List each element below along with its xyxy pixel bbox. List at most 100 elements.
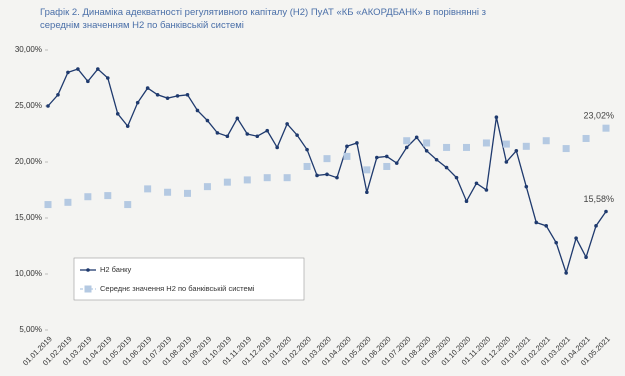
- legend-box: [73, 257, 305, 301]
- point: [44, 201, 52, 209]
- point: [542, 137, 550, 145]
- legend-label: Н2 банку: [100, 265, 131, 274]
- point: [423, 139, 431, 147]
- point: [105, 76, 110, 80]
- point: [375, 155, 379, 160]
- point: [474, 181, 479, 186]
- point: [165, 96, 170, 100]
- point: [265, 128, 270, 133]
- point: [56, 93, 60, 97]
- point: [394, 161, 399, 165]
- point: [363, 166, 371, 174]
- point: [175, 94, 180, 98]
- y-tick-label: 30,00%: [15, 45, 42, 54]
- point: [443, 143, 451, 151]
- point: [444, 165, 449, 170]
- point: [582, 134, 590, 142]
- point: [494, 115, 499, 119]
- point: [145, 86, 150, 90]
- point: [135, 100, 140, 105]
- point: [522, 142, 530, 150]
- point: [482, 139, 490, 147]
- point: [463, 143, 470, 151]
- legend-swatch: [84, 285, 92, 293]
- y-tick-label: 25,00%: [15, 101, 42, 110]
- point: [323, 155, 331, 163]
- point: [383, 162, 391, 170]
- point: [544, 224, 549, 228]
- point: [115, 112, 120, 116]
- point: [554, 240, 558, 245]
- point: [534, 220, 539, 225]
- point: [594, 224, 598, 228]
- point: [86, 79, 90, 84]
- point: [263, 174, 271, 182]
- point: [76, 67, 80, 71]
- point: [285, 122, 289, 126]
- point: [195, 108, 200, 113]
- point: [203, 183, 211, 191]
- point: [315, 173, 319, 178]
- point: [225, 134, 230, 139]
- point: [305, 147, 309, 152]
- point: [602, 124, 610, 132]
- point: [464, 199, 469, 203]
- point: [185, 93, 190, 97]
- point: [84, 193, 92, 201]
- point: [283, 174, 291, 182]
- point: [365, 190, 369, 195]
- y-tick-label: 5,00%: [19, 325, 42, 334]
- point: [125, 124, 130, 128]
- point: [504, 160, 509, 164]
- point: [434, 157, 439, 162]
- point: [144, 185, 152, 193]
- point: [343, 152, 351, 160]
- point: [484, 188, 489, 192]
- point: [155, 93, 160, 97]
- point: [604, 209, 608, 214]
- point: [414, 135, 419, 140]
- point: [66, 70, 70, 75]
- point: [574, 236, 578, 240]
- point: [46, 104, 50, 108]
- point: [325, 172, 329, 177]
- point: [245, 132, 250, 136]
- chart-title: Графік 2. Динаміка адекватності регуляти…: [40, 7, 486, 31]
- point: [164, 188, 172, 196]
- point: [404, 145, 409, 150]
- point: [295, 133, 299, 137]
- legend-swatch: [86, 268, 90, 272]
- point: [502, 140, 510, 148]
- point: [514, 149, 519, 153]
- point: [424, 149, 429, 153]
- point: [243, 176, 251, 184]
- point: [303, 162, 311, 170]
- point: [215, 131, 220, 135]
- point: [345, 144, 349, 149]
- legend-label: Середнє значення Н2 по банківській систе…: [100, 284, 255, 293]
- point: [584, 255, 588, 259]
- point: [562, 145, 570, 153]
- point: [384, 154, 389, 159]
- point: [124, 201, 132, 209]
- point: [524, 184, 529, 189]
- y-tick-label: 15,00%: [15, 213, 42, 222]
- point: [104, 192, 112, 200]
- point: [335, 175, 339, 180]
- y-tick-label: 20,00%: [15, 157, 42, 166]
- point: [454, 175, 459, 180]
- data-label: 23,02%: [583, 111, 614, 121]
- point: [235, 116, 240, 121]
- y-tick-label: 10,00%: [15, 269, 42, 278]
- point: [184, 189, 191, 197]
- point: [96, 67, 100, 71]
- point: [223, 178, 231, 186]
- point: [355, 141, 359, 145]
- point: [205, 118, 210, 123]
- point: [275, 145, 279, 150]
- series-line: [47, 68, 607, 276]
- data-label: 15,58%: [583, 194, 614, 204]
- point: [64, 198, 72, 206]
- point: [255, 134, 260, 139]
